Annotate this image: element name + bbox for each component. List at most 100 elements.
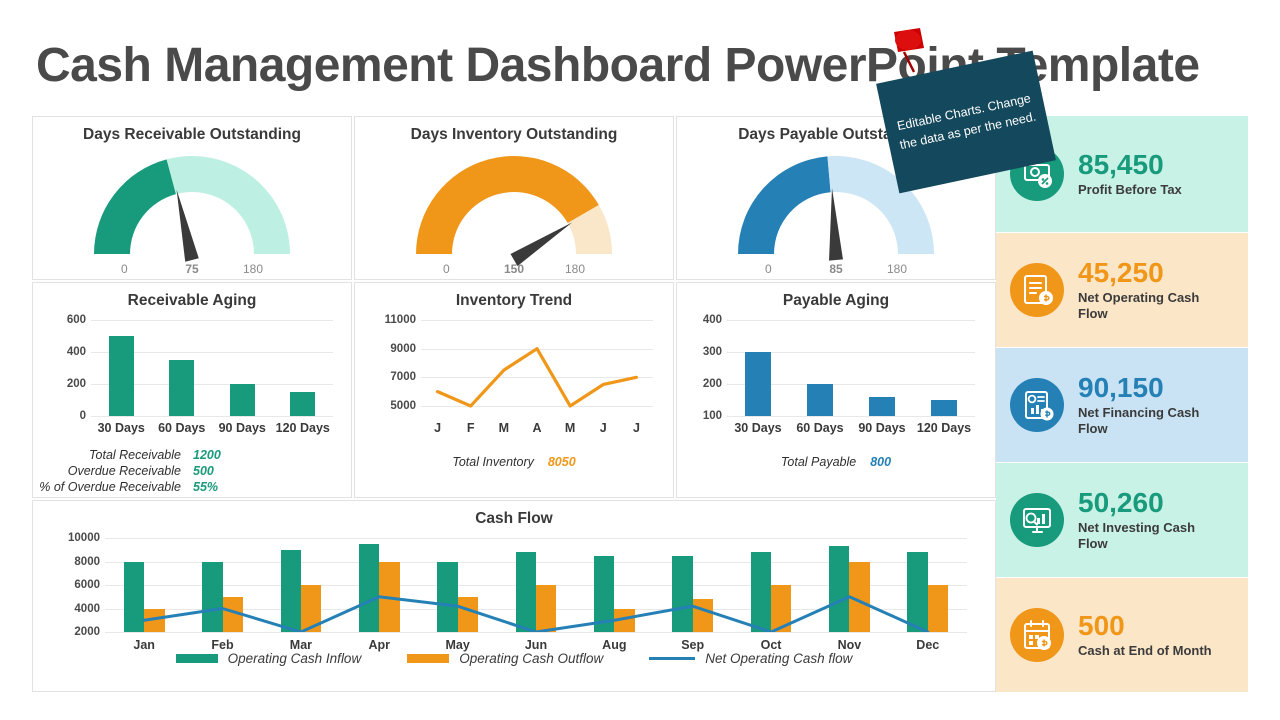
kpi-value: 85,450 (1078, 150, 1182, 179)
kpi-text: 45,250 Net Operating Cash Flow (1078, 258, 1228, 323)
x-axis-tick-label: J (587, 421, 620, 435)
y-axis-tick-label: 2000 (74, 626, 105, 638)
cash-flow-legend: Operating Cash Inflow Operating Cash Outf… (33, 651, 995, 666)
stat-value: 55% (193, 480, 218, 494)
line-series (421, 320, 653, 416)
gauge-min-label-1: 0 (443, 262, 450, 276)
bar (290, 392, 315, 416)
stat-row: % of Overdue Receivable55% (33, 480, 351, 494)
y-axis-tick-label: 7000 (390, 371, 421, 383)
chart-cash-flow: 200040006000800010000JanFebMarAprMayJunA… (33, 530, 995, 642)
kpi-label: Net Operating Cash Flow (1078, 290, 1228, 323)
gauge-svg-1 (404, 150, 624, 266)
receivable-aging-title: Receivable Aging (33, 292, 351, 310)
chart-payable-x-axis: 30 Days60 Days90 Days120 Days (727, 421, 975, 435)
y-axis-tick-label: 100 (703, 410, 727, 422)
kpi-value: 90,150 (1078, 373, 1228, 402)
gridline (91, 416, 333, 417)
invoice-dollar-icon (1010, 263, 1064, 317)
stat-label: Overdue Receivable (33, 464, 193, 478)
bar (230, 384, 255, 416)
bar (745, 352, 771, 416)
gridline (91, 320, 333, 321)
legend-item: Operating Cash Inflow (176, 651, 362, 666)
calendar-dollar-icon (1010, 608, 1064, 662)
inventory-trend-stat-value: 8050 (548, 455, 576, 469)
x-axis-tick-label: M (554, 421, 587, 435)
x-axis-tick-label: 120 Days (273, 421, 334, 435)
card-receivable-aging: Receivable Aging 020040060030 Days60 Day… (32, 282, 352, 498)
chart-receivable-aging: 020040060030 Days60 Days90 Days120 Days (33, 312, 351, 434)
bar (869, 397, 895, 416)
gauge-svg-0 (82, 150, 302, 266)
card-inventory-trend: Inventory Trend 50007000900011000JFMAMJJ… (354, 282, 674, 498)
gauge-value-label-0: 75 (185, 262, 198, 276)
inventory-trend-title: Inventory Trend (355, 292, 673, 310)
bar (109, 336, 134, 416)
gauge-min-label-0: 0 (121, 262, 128, 276)
x-axis-tick-label: Sep (654, 638, 732, 652)
kpi-text: 90,150 Net Financing Cash Flow (1078, 373, 1228, 438)
kpi-value: 45,250 (1078, 258, 1228, 287)
kpi-label: Profit Before Tax (1078, 182, 1182, 198)
gridline (727, 320, 975, 321)
x-axis-tick-label: Jan (105, 638, 183, 652)
stat-row: Overdue Receivable500 (33, 464, 351, 478)
legend-swatch (649, 657, 695, 660)
chart-receivable-x-axis: 30 Days60 Days90 Days120 Days (91, 421, 333, 435)
legend-label: Net Operating Cash flow (705, 651, 852, 666)
x-axis-tick-label: 60 Days (789, 421, 851, 435)
bar (807, 384, 833, 416)
kpi-text: 85,450 Profit Before Tax (1078, 150, 1182, 199)
x-axis-tick-label: Oct (732, 638, 810, 652)
kpi-card: 50,260 Net Investing Cash Flow (996, 463, 1248, 577)
kpi-card: 500Cash at End of Month (996, 578, 1248, 692)
x-axis-tick-label: Apr (340, 638, 418, 652)
x-axis-tick-label: Dec (889, 638, 967, 652)
legend-swatch (176, 654, 218, 663)
monitor-chart-icon (1010, 493, 1064, 547)
x-axis-tick-label: 30 Days (91, 421, 152, 435)
kpi-label: Net Investing Cash Flow (1078, 520, 1228, 553)
x-axis-tick-label: 120 Days (913, 421, 975, 435)
y-axis-tick-label: 11000 (385, 314, 421, 326)
receivable-aging-stats: Total Receivable1200 Overdue Receivable50… (33, 448, 351, 496)
payable-aging-stat-value: 800 (870, 455, 891, 469)
chart-cashflow-x-axis: JanFebMarAprMayJunAugSepOctNovDec (105, 638, 967, 652)
bar (931, 400, 957, 416)
x-axis-tick-label: 60 Days (152, 421, 213, 435)
chart-inventory-plot: 50007000900011000 (421, 320, 653, 416)
kpi-label: Net Financing Cash Flow (1078, 405, 1228, 438)
pushpin-icon (884, 26, 932, 86)
gridline (727, 416, 975, 417)
x-axis-tick-label: 90 Days (851, 421, 913, 435)
receivable-aging-title-part1: Receivable (128, 292, 213, 309)
x-axis-tick-label: Mar (262, 638, 340, 652)
gauge-title-0: Days Receivable Outstanding (33, 126, 351, 144)
y-axis-tick-label: 0 (80, 410, 91, 422)
gauge-value-label-1: 150 (504, 262, 524, 276)
stat-row: Total Receivable1200 (33, 448, 351, 462)
net-cash-flow-line (105, 538, 967, 632)
kpi-value: 50,260 (1078, 488, 1228, 517)
y-axis-tick-label: 4000 (74, 603, 105, 615)
x-axis-tick-label: Jun (497, 638, 575, 652)
y-axis-tick-label: 300 (703, 346, 727, 358)
legend-label: Operating Cash Inflow (228, 651, 362, 666)
legend-swatch (407, 654, 449, 663)
x-axis-tick-label: J (421, 421, 454, 435)
legend-item: Operating Cash Outflow (407, 651, 603, 666)
x-axis-tick-label: F (454, 421, 487, 435)
payable-aging-stat: Total Payable 800 (677, 455, 995, 469)
card-cash-flow: Cash Flow 200040006000800010000JanFebMar… (32, 500, 996, 692)
chart-inventory-trend: 50007000900011000JFMAMJJ (355, 312, 673, 434)
kpi-card: 45,250 Net Operating Cash Flow (996, 233, 1248, 347)
stat-value: 500 (193, 464, 214, 478)
gauge-value-label-2: 85 (829, 262, 842, 276)
cash-flow-title: Cash Flow (33, 510, 995, 528)
chart-inventory-x-axis: JFMAMJJ (421, 421, 653, 435)
gauge-days-receivable-outstanding: 0 75 180 (33, 146, 351, 256)
y-axis-tick-label: 600 (67, 314, 91, 326)
y-axis-tick-label: 200 (67, 378, 91, 390)
chart-payable-aging: 10020030040030 Days60 Days90 Days120 Day… (677, 312, 995, 434)
